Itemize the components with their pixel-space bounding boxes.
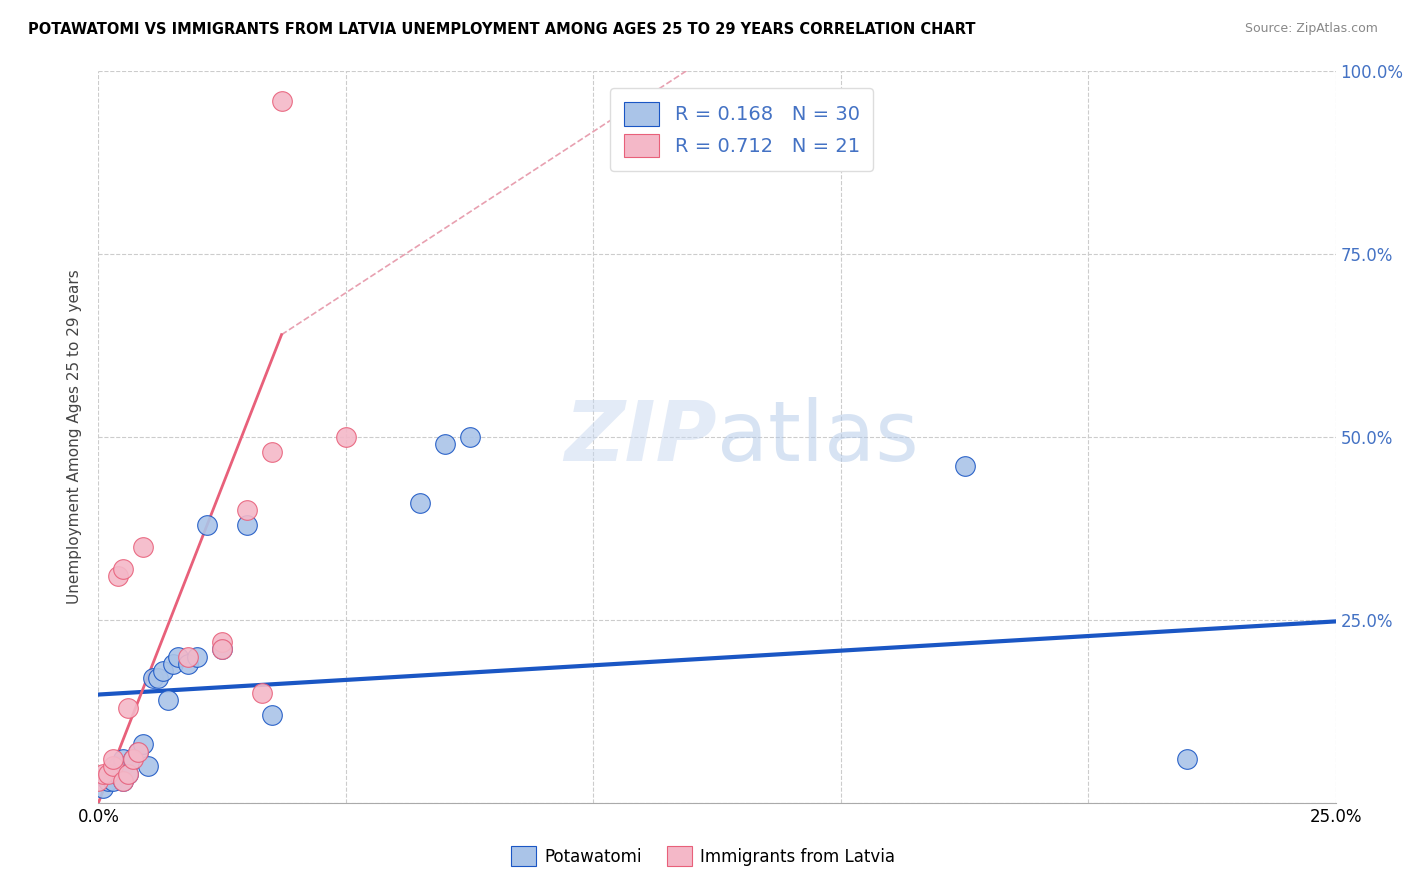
- Point: [186, 649, 208, 664]
- Point: [176, 649, 198, 664]
- Point: [335, 430, 357, 444]
- Point: [211, 642, 233, 657]
- Point: [236, 517, 259, 532]
- Point: [107, 766, 129, 780]
- Point: [270, 94, 292, 108]
- Legend: R = 0.168   N = 30, R = 0.712   N = 21: R = 0.168 N = 30, R = 0.712 N = 21: [610, 88, 873, 171]
- Point: [211, 635, 233, 649]
- Point: [127, 745, 149, 759]
- Point: [97, 766, 120, 780]
- Point: [211, 642, 233, 657]
- Point: [87, 773, 110, 788]
- Point: [953, 459, 976, 474]
- Text: POTAWATOMI VS IMMIGRANTS FROM LATVIA UNEMPLOYMENT AMONG AGES 25 TO 29 YEARS CORR: POTAWATOMI VS IMMIGRANTS FROM LATVIA UNE…: [28, 22, 976, 37]
- Point: [112, 562, 135, 576]
- Point: [127, 745, 149, 759]
- Text: ZIP: ZIP: [564, 397, 717, 477]
- Point: [112, 773, 135, 788]
- Point: [260, 444, 283, 458]
- Point: [107, 569, 129, 583]
- Text: atlas: atlas: [717, 397, 918, 477]
- Point: [93, 766, 115, 780]
- Text: Source: ZipAtlas.com: Source: ZipAtlas.com: [1244, 22, 1378, 36]
- Point: [117, 700, 139, 714]
- Point: [458, 430, 481, 444]
- Point: [103, 752, 125, 766]
- Point: [260, 708, 283, 723]
- Point: [146, 672, 169, 686]
- Point: [136, 759, 159, 773]
- Point: [117, 766, 139, 780]
- Point: [112, 773, 135, 788]
- Point: [1175, 752, 1198, 766]
- Point: [162, 657, 184, 671]
- Point: [166, 649, 188, 664]
- Point: [132, 540, 155, 554]
- Point: [103, 759, 125, 773]
- Point: [433, 437, 456, 451]
- Point: [236, 503, 259, 517]
- Y-axis label: Unemployment Among Ages 25 to 29 years: Unemployment Among Ages 25 to 29 years: [67, 269, 83, 605]
- Point: [176, 657, 198, 671]
- Point: [132, 737, 155, 751]
- Point: [250, 686, 273, 700]
- Point: [409, 496, 432, 510]
- Point: [142, 672, 165, 686]
- Point: [156, 693, 179, 707]
- Point: [117, 766, 139, 780]
- Point: [97, 773, 120, 788]
- Point: [107, 759, 129, 773]
- Point: [103, 773, 125, 788]
- Point: [93, 781, 115, 796]
- Point: [195, 517, 218, 532]
- Point: [122, 752, 145, 766]
- Legend: Potawatomi, Immigrants from Latvia: Potawatomi, Immigrants from Latvia: [502, 838, 904, 875]
- Point: [112, 759, 135, 773]
- Point: [122, 752, 145, 766]
- Point: [112, 752, 135, 766]
- Point: [152, 664, 174, 678]
